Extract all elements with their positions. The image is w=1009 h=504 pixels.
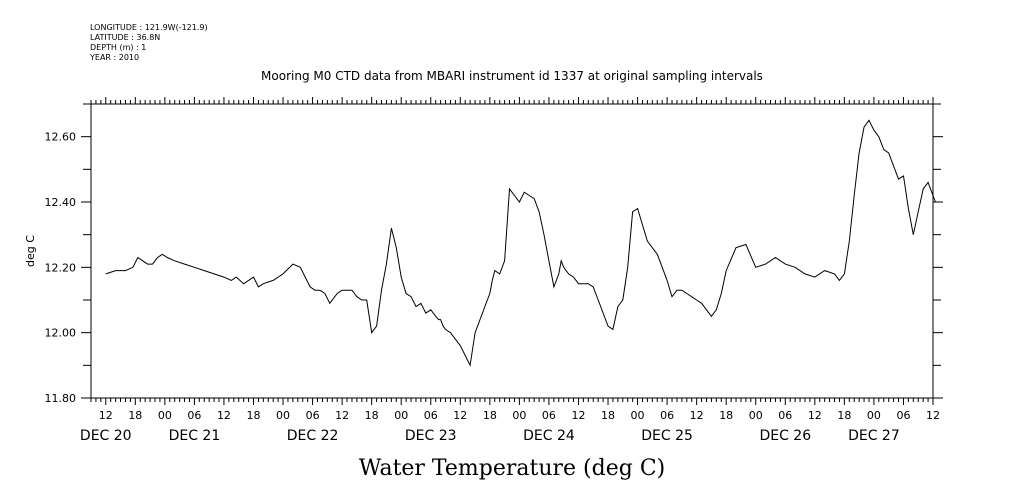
- x-tick-label: 00: [158, 409, 172, 422]
- y-tick-label: 12.00: [45, 327, 77, 340]
- x-tick-label: 06: [896, 409, 910, 422]
- x-tick-label: 06: [187, 409, 201, 422]
- x-tick-label: 06: [306, 409, 320, 422]
- x-day-label: DEC 20: [80, 428, 132, 444]
- x-tick-label: 12: [571, 409, 585, 422]
- meta-line-year: YEAR : 2010: [89, 53, 139, 62]
- axis-ticks: [81, 97, 943, 405]
- x-day-label: DEC 23: [405, 428, 457, 444]
- x-tick-label: 06: [542, 409, 556, 422]
- x-tick-label: 00: [276, 409, 290, 422]
- y-tick-labels: 11.80 12.00 12.20 12.40 12.60: [45, 131, 77, 405]
- meta-line-depth: DEPTH (m) : 1: [90, 43, 146, 52]
- meta-line-latitude: LATITUDE : 36.8N: [90, 33, 160, 42]
- x-tick-label: 12: [335, 409, 349, 422]
- x-day-label: DEC 22: [287, 428, 339, 444]
- x-day-labels: DEC 20 DEC 21 DEC 22 DEC 23 DEC 24 DEC 25 DEC …: [80, 428, 900, 444]
- x-tick-label: 00: [631, 409, 645, 422]
- x-tick-label: 18: [365, 409, 379, 422]
- y-axis-label: deg C: [24, 235, 37, 267]
- series-group: [105, 119, 936, 367]
- x-day-label: DEC 24: [523, 428, 575, 444]
- x-tick-label: 12: [808, 409, 822, 422]
- x-tick-label: 00: [749, 409, 763, 422]
- x-day-label: DEC 25: [641, 428, 693, 444]
- x-day-label: DEC 27: [848, 428, 900, 444]
- meta-line-longitude: LONGITUDE : 121.9W(-121.9): [90, 23, 208, 32]
- x-tick-label: 12: [690, 409, 704, 422]
- y-tick-label: 11.80: [45, 392, 77, 405]
- x-tick-label: 12: [99, 409, 113, 422]
- plot-frame: [90, 103, 934, 399]
- x-tick-label: 18: [246, 409, 260, 422]
- x-day-label: DEC 26: [759, 428, 811, 444]
- y-tick-label: 12.60: [45, 131, 77, 144]
- x-tick-label: 12: [453, 409, 467, 422]
- x-tick-label: 06: [660, 409, 674, 422]
- x-tick-label: 18: [601, 409, 615, 422]
- x-axis-label: Water Temperature (deg C): [359, 456, 666, 481]
- x-tick-label: 18: [483, 409, 497, 422]
- chart-title: Mooring M0 CTD data from MBARI instrumen…: [261, 69, 763, 83]
- series-line-water-temperature: [105, 119, 936, 367]
- x-tick-label: 12: [217, 409, 231, 422]
- x-tick-label: 12: [926, 409, 940, 422]
- x-day-label: DEC 21: [169, 428, 221, 444]
- x-tick-labels: 12 18 00 06 12 18 00 06 12 18 00 06 12 18 00 06 12 18 00 06…: [99, 409, 940, 422]
- x-tick-label: 18: [128, 409, 142, 422]
- y-tick-label: 12.20: [45, 261, 77, 274]
- x-tick-label: 06: [778, 409, 792, 422]
- x-tick-label: 18: [837, 409, 851, 422]
- x-tick-label: 00: [394, 409, 408, 422]
- x-tick-label: 00: [867, 409, 881, 422]
- x-tick-label: 18: [719, 409, 733, 422]
- y-tick-label: 12.40: [45, 196, 77, 209]
- x-tick-label: 06: [424, 409, 438, 422]
- x-tick-label: 00: [512, 409, 526, 422]
